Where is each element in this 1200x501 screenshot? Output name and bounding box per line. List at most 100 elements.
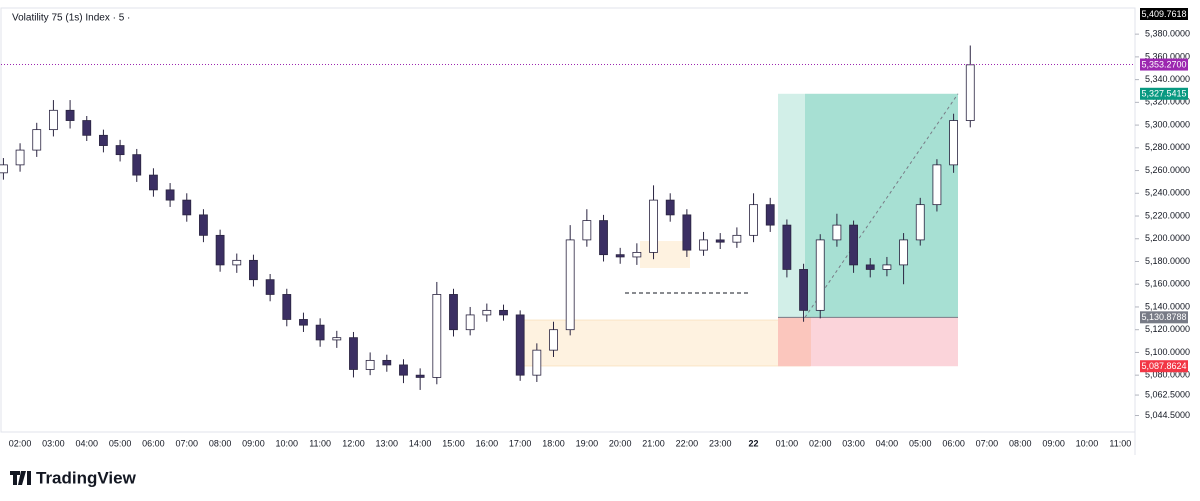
candle-body [532, 349, 542, 376]
price-label: 5,130.8788 [1141, 312, 1186, 322]
y-tick-label: 5,360.0000 [1145, 51, 1190, 61]
candle-body [182, 199, 192, 216]
x-tick-label: 22 [749, 438, 759, 448]
x-tick-label: 12:00 [342, 438, 365, 448]
candle-body [749, 204, 758, 236]
candle-body [732, 234, 742, 243]
x-tick-label: 08:00 [209, 438, 232, 448]
x-tick-label: 13:00 [376, 438, 399, 448]
x-tick-label: 07:00 [176, 438, 199, 448]
candle-body [115, 145, 125, 156]
candle-body [565, 239, 575, 331]
candle-body [65, 109, 75, 121]
candle-body [432, 294, 442, 378]
candle-body [965, 64, 975, 121]
loss-zone [811, 317, 958, 367]
y-tick-label: 5,220.0000 [1145, 210, 1190, 220]
candle-body [699, 239, 708, 251]
candle-body [599, 220, 608, 256]
x-tick-label: 17:00 [509, 438, 532, 448]
candle-body [365, 359, 375, 370]
price-label: 5,327.5415 [1141, 89, 1186, 99]
candle-body [0, 164, 8, 174]
y-tick-label: 5,160.0000 [1145, 279, 1190, 289]
candle-body [632, 251, 642, 258]
x-tick-label: 10:00 [276, 438, 299, 448]
chart-title: Volatility 75 (1s) Index · 5 · [12, 13, 130, 24]
y-tick-label: 5,044.5000 [1145, 410, 1190, 420]
x-tick-label: 03:00 [42, 438, 65, 448]
candle-body [799, 269, 808, 311]
supply-zone [640, 241, 690, 268]
x-tick-label: 18:00 [542, 438, 565, 448]
candle-body [815, 239, 825, 311]
candle-body [782, 224, 792, 270]
x-tick-label: 06:00 [142, 438, 165, 448]
candle-body [899, 239, 908, 266]
candle-body [215, 234, 225, 266]
x-tick-label: 04:00 [75, 438, 98, 448]
candle-body [49, 109, 58, 131]
candle-body [415, 374, 425, 378]
candles [0, 45, 975, 390]
candle-body [482, 309, 492, 316]
x-tick-label: 01:00 [776, 438, 799, 448]
x-tick-label: 20:00 [609, 438, 632, 448]
x-tick-label: 22:00 [676, 438, 699, 448]
candle-body [649, 199, 658, 253]
top-price-label: 5,409.7618 [1141, 9, 1186, 19]
candle-body [915, 204, 925, 241]
x-tick-label: 23:00 [709, 438, 732, 448]
candle-body [515, 314, 525, 376]
y-tick-label: 5,320.0000 [1145, 97, 1190, 107]
logo-mark [10, 471, 31, 485]
candle-body [349, 337, 358, 370]
y-tick-label: 5,062.5000 [1145, 389, 1190, 399]
x-tick-label: 09:00 [242, 438, 265, 448]
candle-body [332, 337, 342, 341]
x-tick-label: 11:00 [1109, 438, 1131, 448]
logo: TradingView [10, 468, 137, 487]
candle-body [615, 254, 625, 258]
y-tick-label: 5,300.0000 [1145, 119, 1190, 129]
price-label: 5,087.8624 [1141, 361, 1186, 371]
x-tick-label: 08:00 [1009, 438, 1032, 448]
x-tick-label: 06:00 [942, 438, 965, 448]
candle-body [99, 134, 108, 146]
y-tick-label: 5,340.0000 [1145, 74, 1190, 84]
x-tick-label: 04:00 [876, 438, 899, 448]
candle-body [382, 359, 392, 366]
candle-body [232, 259, 242, 266]
candle-body [882, 264, 892, 270]
y-tick-label: 5,080.0000 [1145, 370, 1190, 380]
candle-body [32, 129, 42, 151]
candle-body [582, 220, 592, 241]
y-tick-label: 5,240.0000 [1145, 188, 1190, 198]
candle-body [499, 309, 508, 316]
y-tick-label: 5,260.0000 [1145, 165, 1190, 175]
candle-body [665, 199, 675, 216]
brand: TradingView [36, 468, 137, 487]
x-tick-label: 02:00 [9, 438, 32, 448]
x-tick-label: 14:00 [409, 438, 432, 448]
profit-zone [805, 93, 958, 318]
x-tick-label: 03:00 [842, 438, 865, 448]
x-tick-label: 11:00 [309, 438, 331, 448]
x-tick-label: 10:00 [1076, 438, 1099, 448]
x-tick-label: 05:00 [109, 438, 132, 448]
candle-body [765, 204, 775, 226]
candle-body [465, 314, 475, 331]
y-tick-label: 5,140.0000 [1145, 301, 1190, 311]
candle-body [849, 224, 858, 266]
candle-body [282, 294, 292, 320]
demand-zone [521, 319, 811, 367]
candle-body [149, 174, 158, 191]
candle-body [265, 279, 275, 295]
y-tick-label: 5,280.0000 [1145, 142, 1190, 152]
candle-body [399, 364, 408, 376]
candle-body [249, 259, 258, 281]
y-tick-label: 5,200.0000 [1145, 233, 1190, 243]
price-label-box [1140, 360, 1188, 373]
